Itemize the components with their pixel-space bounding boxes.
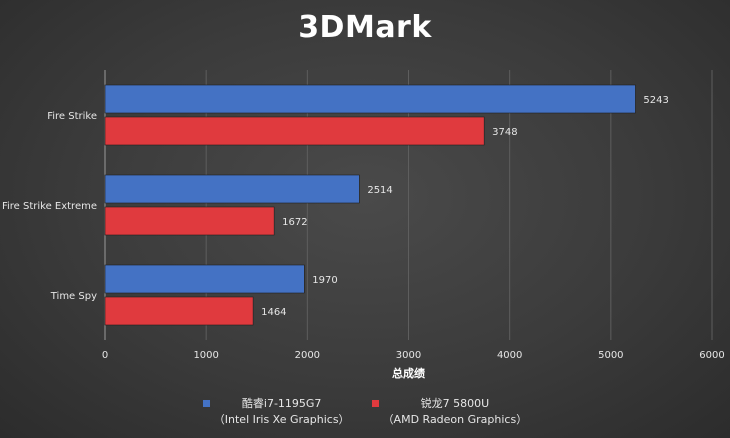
data-label-2-2: 1464	[261, 307, 286, 318]
chart-title: 3DMark	[298, 10, 432, 45]
category-label-1: Fire Strike Extreme	[2, 201, 97, 212]
bar-2-1	[104, 206, 275, 236]
legend-item-series-1: 酷睿i7-1195G7 （Intel Iris Xe Graphics）	[202, 396, 350, 428]
x-tick-label-6: 6000	[699, 350, 724, 361]
x-tick-label-1: 1000	[193, 350, 218, 361]
legend-swatch-series-1	[202, 400, 210, 407]
legend-sublabel-series-2: （AMD Radeon Graphics）	[382, 413, 528, 426]
legend-swatch-series-2	[371, 400, 379, 407]
legend-item-series-2: 锐龙7 5800U （AMD Radeon Graphics）	[371, 396, 528, 428]
legend-label-series-2: 锐龙7 5800U	[420, 397, 490, 410]
x-tick-label-4: 4000	[497, 350, 522, 361]
bar-1-1	[104, 174, 360, 204]
data-label-1-0: 5243	[643, 95, 668, 106]
x-tick-label-0: 0	[102, 350, 108, 361]
bar-1-0	[104, 84, 636, 114]
bar-2-0	[104, 116, 485, 146]
category-label-0: Fire Strike	[47, 111, 97, 122]
data-label-1-1: 2514	[367, 185, 392, 196]
data-label-1-2: 1970	[312, 275, 337, 286]
x-tick-label-5: 5000	[598, 350, 623, 361]
legend-label-series-1: 酷睿i7-1195G7	[241, 397, 322, 410]
chart-legend: 酷睿i7-1195G7 （Intel Iris Xe Graphics） 锐龙7…	[0, 396, 730, 428]
bar-1-2	[104, 264, 305, 294]
bar-2-2	[104, 296, 254, 326]
category-label-2: Time Spy	[50, 291, 97, 302]
x-axis-title: 总成绩	[392, 366, 425, 380]
x-tick-label-2: 2000	[295, 350, 320, 361]
data-label-2-1: 1672	[282, 217, 307, 228]
x-tick-label-3: 3000	[396, 350, 421, 361]
legend-sublabel-series-1: （Intel Iris Xe Graphics）	[213, 413, 350, 426]
data-label-2-0: 3748	[492, 127, 517, 138]
